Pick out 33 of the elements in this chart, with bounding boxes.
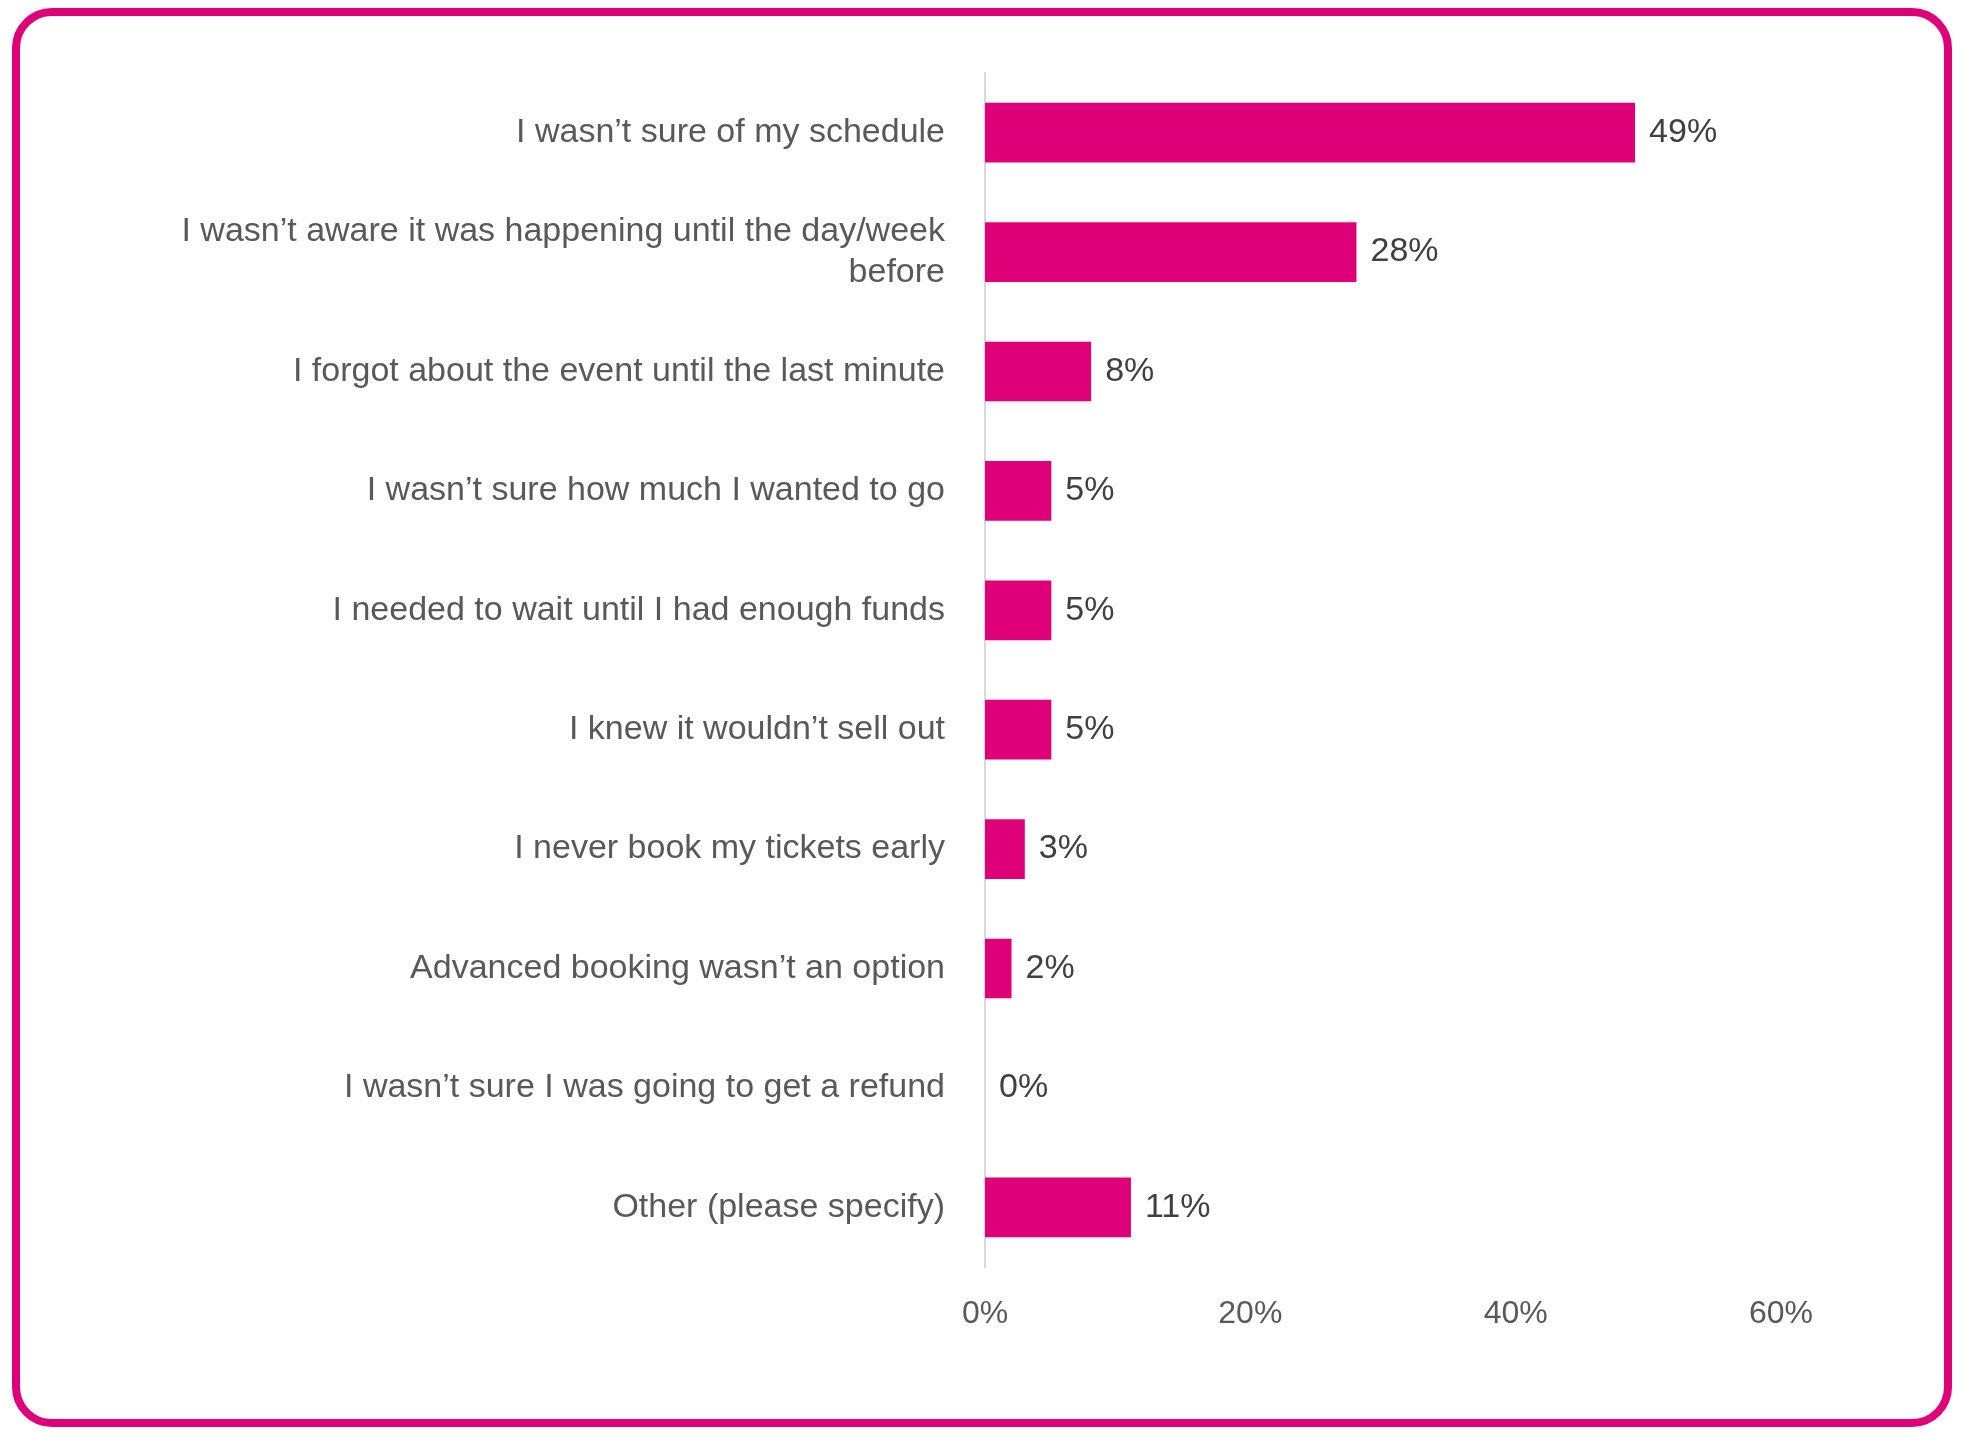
data-label: 11%	[1144, 1185, 1211, 1224]
bar	[985, 1177, 1131, 1238]
data-label: 5%	[1065, 469, 1115, 508]
bar	[985, 341, 1092, 402]
bar	[985, 102, 1636, 163]
data-label: 0%	[999, 1066, 1049, 1105]
bar	[985, 938, 1012, 999]
y-tick-label: I wasn’t sure I was going to get a refund	[343, 1066, 945, 1105]
data-label: 3%	[1038, 827, 1088, 866]
data-label: 28%	[1370, 230, 1439, 269]
bar	[985, 819, 1025, 879]
y-tick-label: I wasn’t sure of my schedule	[516, 111, 945, 150]
bar	[985, 699, 1052, 760]
y-tick-label: I wasn’t sure how much I wanted to go	[366, 469, 945, 508]
x-tick-label: 20%	[1218, 1294, 1283, 1331]
y-tick-label: Advanced booking wasn’t an option	[410, 946, 945, 985]
y-tick-label: Other (please specify)	[612, 1185, 945, 1224]
data-label: 49%	[1649, 111, 1718, 150]
x-tick-label: 40%	[1483, 1294, 1548, 1331]
data-label: 8%	[1105, 349, 1155, 388]
y-tick-label: I never book my tickets early	[514, 827, 945, 866]
data-label: 2%	[1025, 946, 1075, 985]
y-tick-label: I wasn’t aware it was happening until the day/week before	[181, 210, 946, 289]
x-tick-label: 0%	[961, 1294, 1009, 1331]
bar	[985, 461, 1052, 521]
y-tick-label: I needed to wait until I had enough funds	[332, 588, 945, 627]
y-tick-label: I knew it wouldn’t sell out	[568, 708, 946, 747]
data-label: 5%	[1065, 588, 1115, 627]
bar	[985, 580, 1052, 641]
data-label: 5%	[1065, 708, 1115, 747]
y-tick-label: I forgot about the event until the last minute	[292, 349, 945, 388]
x-tick-label: 60%	[1748, 1294, 1814, 1331]
bar	[985, 222, 1357, 282]
